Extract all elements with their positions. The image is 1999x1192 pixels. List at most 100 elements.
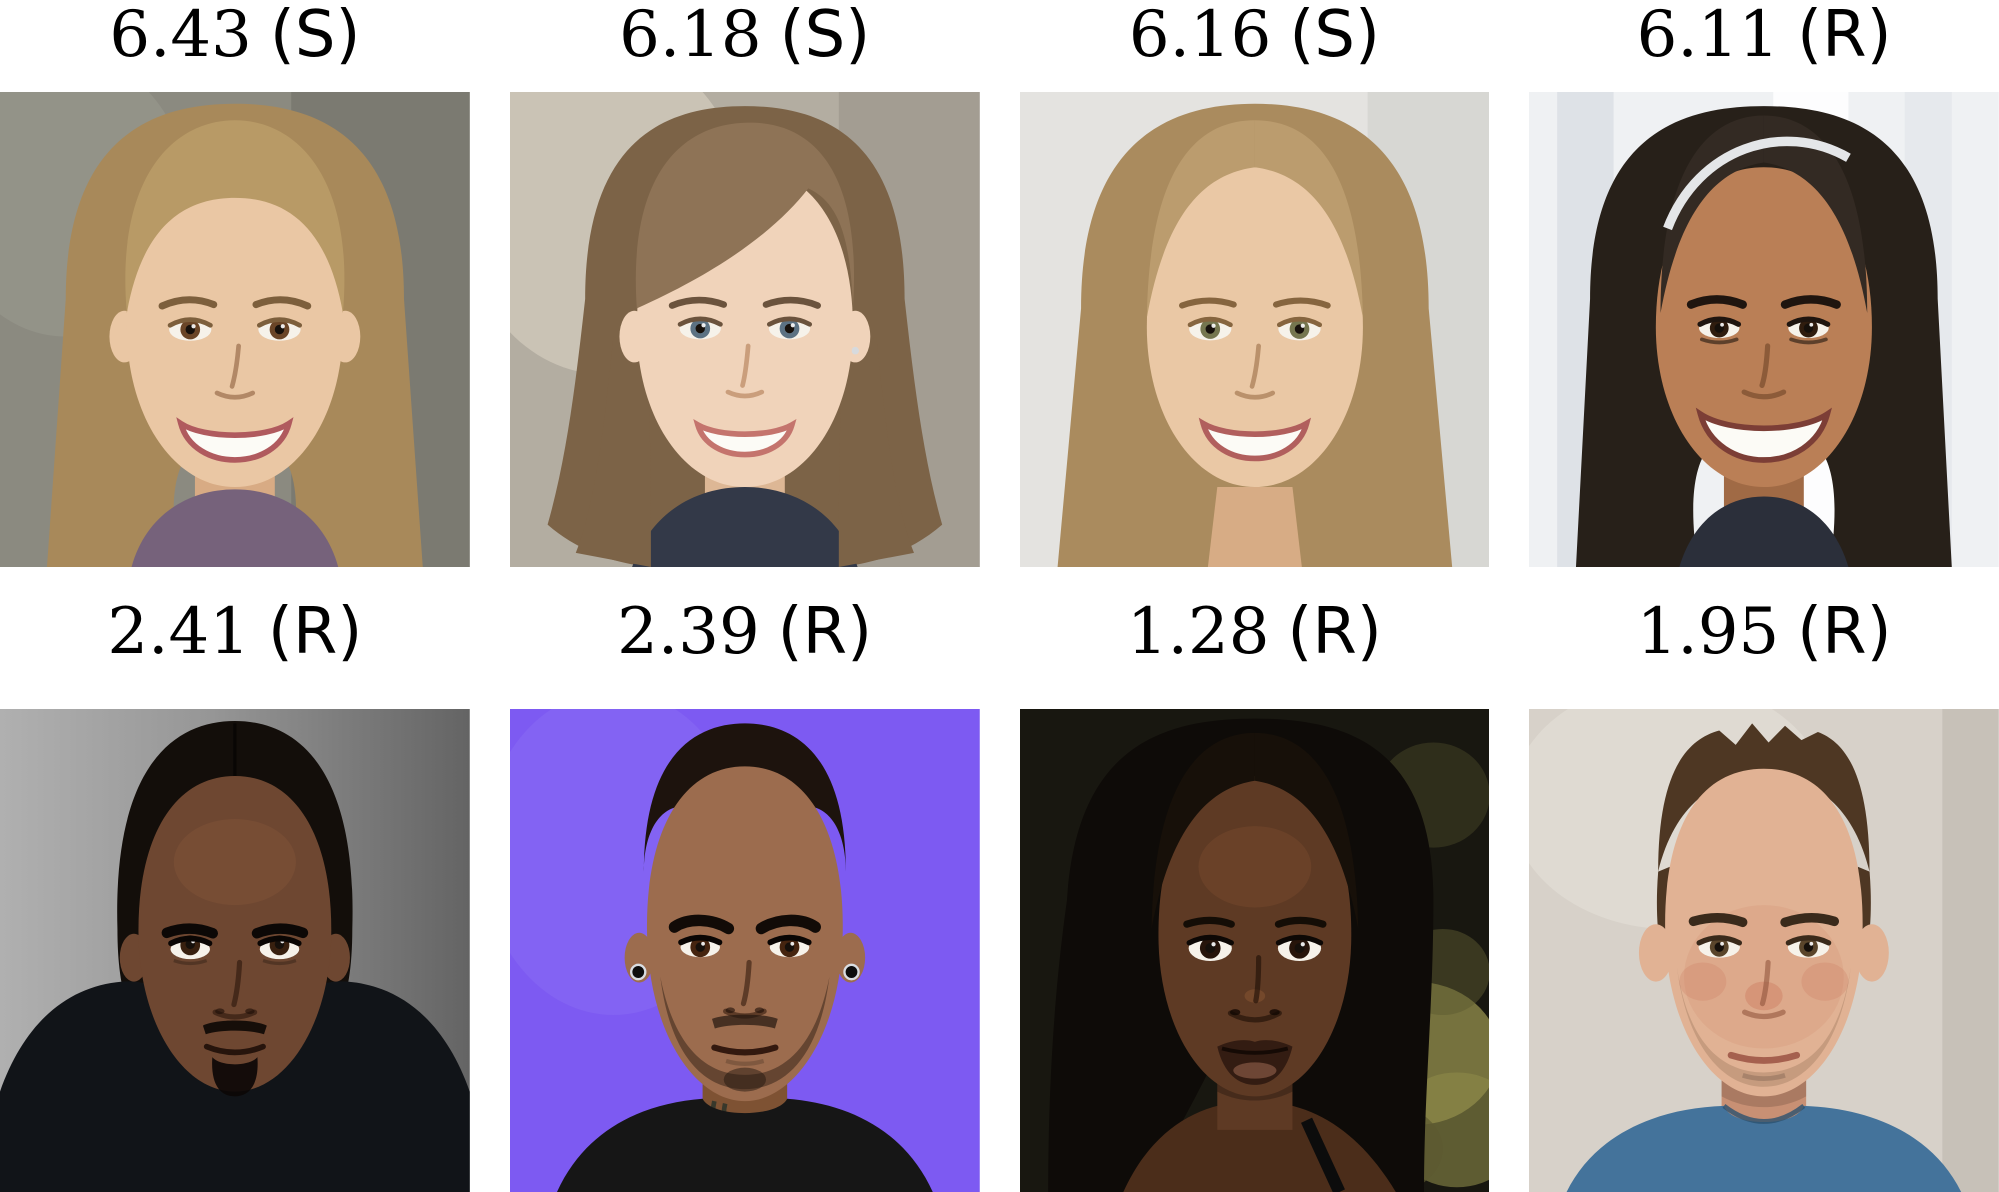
portrait-cell bbox=[509, 709, 980, 1192]
caption-type-tag: (R) bbox=[777, 595, 873, 669]
portrait-cell bbox=[0, 92, 470, 567]
eyebrows bbox=[1182, 916, 1327, 928]
chin-stubble bbox=[723, 1067, 766, 1092]
caption-score: 1.95 bbox=[1636, 595, 1780, 669]
portrait-cell bbox=[1529, 92, 1999, 567]
image-caption: 1.95 (R) bbox=[1529, 567, 1999, 709]
mouth-smile bbox=[1696, 407, 1833, 463]
nose bbox=[1741, 343, 1787, 400]
facial-hair bbox=[202, 1020, 267, 1097]
caption-score: 1.28 bbox=[1126, 595, 1270, 669]
eyes bbox=[677, 934, 812, 958]
caption-type-tag: (R) bbox=[1797, 595, 1892, 669]
portrait-cell bbox=[1019, 709, 1490, 1192]
clothing bbox=[556, 1098, 933, 1192]
image-caption: 6.16 (S) bbox=[1020, 0, 1490, 92]
shirt-neckline bbox=[1722, 1104, 1806, 1124]
caption-type-tag: (S) bbox=[269, 0, 361, 72]
eyes bbox=[167, 317, 303, 341]
eyebrows bbox=[1688, 912, 1840, 928]
portrait-image-man-blue-shirt bbox=[1529, 709, 1999, 1192]
eyebrows bbox=[158, 296, 312, 310]
nose bbox=[725, 343, 764, 399]
clothing bbox=[131, 489, 339, 567]
shoulders bbox=[1122, 1101, 1396, 1192]
forehead-highlight bbox=[1198, 826, 1311, 908]
portrait-cell bbox=[1529, 709, 1999, 1192]
hair-back bbox=[117, 720, 353, 1016]
face bbox=[1656, 167, 1873, 488]
caption-type-tag: (S) bbox=[1289, 0, 1380, 72]
image-caption: 2.41 (R) bbox=[0, 567, 470, 709]
hair-strand bbox=[575, 336, 651, 567]
nose bbox=[1234, 343, 1275, 400]
face bbox=[624, 766, 865, 1102]
caption-score: 2.41 bbox=[107, 595, 250, 669]
earring-stud bbox=[629, 963, 647, 981]
nose bbox=[1227, 955, 1282, 1023]
clothing bbox=[1679, 496, 1849, 567]
portrait-image-woman-bangs bbox=[509, 92, 980, 567]
caption-type-tag: (R) bbox=[1287, 595, 1382, 669]
cheek-redness bbox=[1801, 962, 1849, 1001]
portrait-cell bbox=[0, 709, 470, 1192]
caption-score: 6.16 bbox=[1128, 0, 1272, 72]
eyebrows bbox=[161, 923, 309, 939]
face bbox=[119, 775, 350, 1092]
eyes bbox=[1187, 316, 1322, 341]
lower-lip-highlight bbox=[1232, 1062, 1276, 1079]
caption-type-tag: (R) bbox=[1797, 0, 1892, 72]
earring-stud bbox=[843, 963, 860, 981]
eyes-looking-up bbox=[168, 935, 302, 966]
goatee bbox=[212, 1057, 258, 1097]
hair-front bbox=[1146, 120, 1363, 318]
image-caption: 6.11 (R) bbox=[1529, 0, 1999, 92]
hair-front bbox=[635, 122, 854, 309]
face bbox=[1146, 167, 1363, 488]
camisole-strap bbox=[1300, 1117, 1345, 1192]
nose bbox=[1742, 959, 1786, 1020]
mouth bbox=[711, 1014, 779, 1092]
eyebrows bbox=[1178, 297, 1331, 309]
mouth-smile bbox=[693, 419, 797, 458]
portrait-image-smiling-girl-middle-part bbox=[1019, 92, 1490, 567]
hair-front bbox=[125, 120, 345, 314]
hair-strand bbox=[838, 336, 914, 567]
image-caption: 2.39 (R) bbox=[510, 567, 980, 709]
neck bbox=[1207, 487, 1302, 567]
portrait-image-man-goatee bbox=[0, 709, 470, 1192]
mouth-smile bbox=[1198, 417, 1311, 462]
hair-front bbox=[1660, 115, 1868, 314]
ear bbox=[1639, 924, 1673, 982]
portrait-image-man-purple-background bbox=[509, 709, 980, 1192]
mouth-full-lips bbox=[1216, 1040, 1292, 1085]
forehead-highlight bbox=[173, 818, 296, 906]
eyebrows bbox=[1687, 295, 1842, 309]
image-caption: 6.43 (S) bbox=[0, 0, 470, 92]
cheek-redness bbox=[1679, 962, 1727, 1001]
caption-type-tag: (S) bbox=[779, 0, 871, 72]
moustache-stubble bbox=[711, 1014, 778, 1029]
hair-front bbox=[1151, 732, 1358, 929]
caption-score: 6.11 bbox=[1636, 0, 1780, 72]
eyebrows bbox=[668, 296, 821, 309]
caption-type-tag: (R) bbox=[267, 595, 363, 669]
face bbox=[109, 167, 361, 488]
eyes bbox=[677, 316, 812, 340]
image-caption: 6.18 (S) bbox=[510, 0, 980, 92]
portrait-image-woman-headband bbox=[1529, 92, 1999, 567]
eyebrows bbox=[668, 914, 821, 935]
mouth-smile bbox=[176, 417, 294, 463]
moustache bbox=[202, 1020, 267, 1035]
portrait-cell bbox=[509, 92, 980, 567]
clothing bbox=[575, 336, 914, 567]
eyes bbox=[1696, 935, 1832, 958]
headband bbox=[1663, 136, 1852, 231]
caption-score: 6.43 bbox=[109, 0, 252, 72]
nose bbox=[212, 959, 258, 1020]
eyes-wide bbox=[1186, 934, 1323, 962]
mouth-smirk bbox=[203, 1043, 266, 1056]
jaw-stubble bbox=[660, 976, 830, 1090]
